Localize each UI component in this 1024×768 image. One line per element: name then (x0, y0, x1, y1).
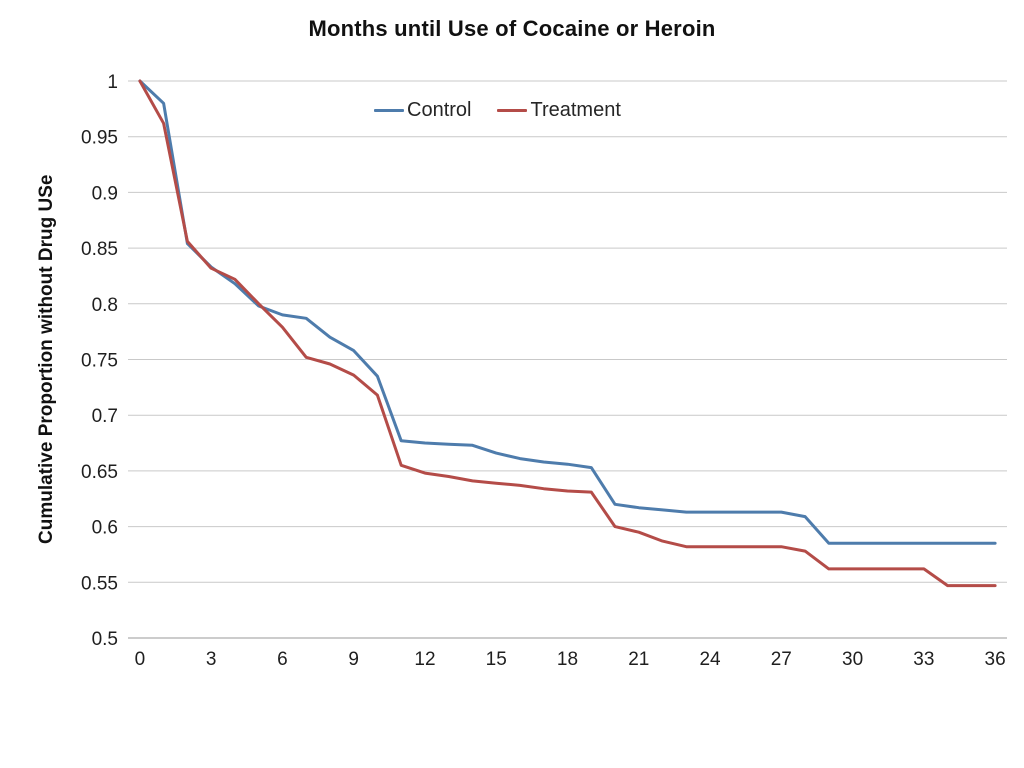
x-tick-label: 30 (842, 649, 863, 670)
x-tick-label: 0 (135, 649, 146, 670)
x-tick-label: 36 (985, 649, 1006, 670)
y-tick-label: 0.55 (81, 573, 118, 594)
control-line-swatch (374, 109, 404, 112)
legend-label-control: Control (407, 99, 472, 121)
y-tick-label: 0.75 (81, 351, 118, 372)
y-tick-label: 0.6 (92, 518, 118, 539)
control-series-line (138, 79, 997, 545)
y-tick-label: 0.8 (92, 295, 118, 316)
treatment-series-line (138, 79, 997, 588)
y-tick-label: 0.5 (92, 629, 118, 650)
x-tick-label: 6 (277, 649, 288, 670)
x-tick-label: 27 (771, 649, 792, 670)
x-tick-label: 9 (348, 649, 359, 670)
x-tick-label: 21 (628, 649, 649, 670)
y-tick-label: 0.7 (92, 406, 118, 427)
y-tick-label: 1 (107, 72, 118, 93)
legend-entry-treatment: Treatment (497, 99, 621, 122)
y-axis-title: Cumulative Proportion without Drug USe (36, 174, 57, 544)
y-tick-label: 0.9 (92, 183, 118, 204)
legend-entry-control: Control (374, 99, 471, 122)
x-tick-label: 15 (486, 649, 507, 670)
chart-title: Months until Use of Cocaine or Heroin (308, 16, 716, 41)
y-tick-label: 0.65 (81, 462, 118, 483)
x-tick-label: 12 (414, 649, 435, 670)
x-tick-label: 18 (557, 649, 578, 670)
x-tick-label: 3 (206, 649, 217, 670)
legend-label-treatment: Treatment (530, 99, 621, 121)
legend: Control Treatment (374, 99, 621, 122)
treatment-line-swatch (497, 109, 528, 112)
x-tick-label: 33 (913, 649, 934, 670)
y-tick-label: 0.85 (81, 239, 118, 260)
x-tick-label: 24 (699, 649, 721, 670)
y-tick-label: 0.95 (81, 128, 118, 149)
